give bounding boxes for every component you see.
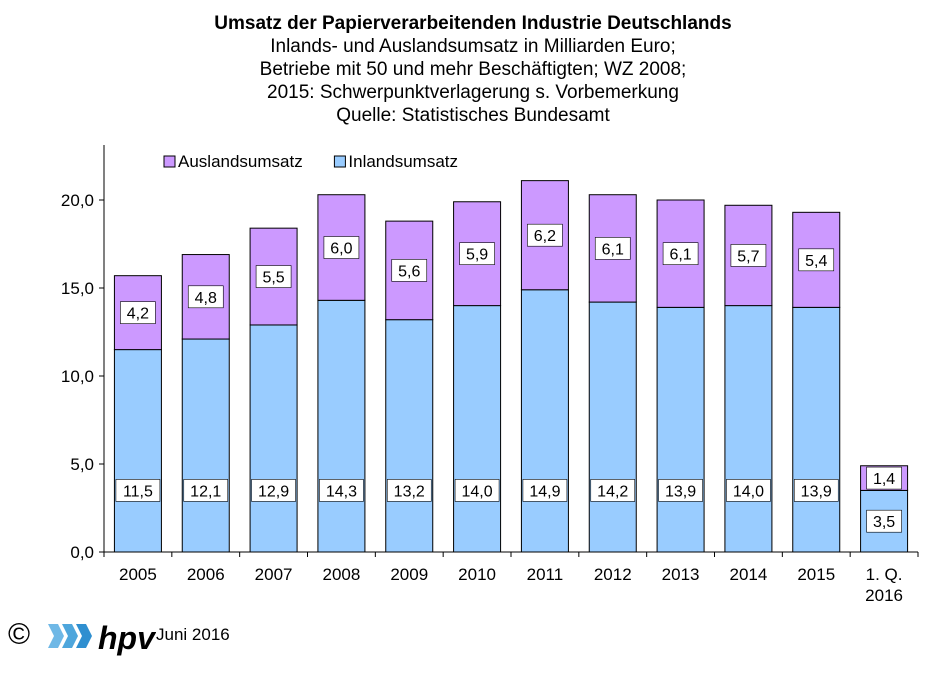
x-tick-label: 2014 (730, 565, 768, 584)
x-tick-label: 2010 (458, 565, 496, 584)
data-label-ausland: 5,9 (466, 247, 488, 264)
y-tick-label: 20,0 (61, 191, 94, 210)
bar-inland-2010 (453, 305, 502, 553)
y-tick-label: 0,0 (70, 543, 94, 562)
x-tick-label: 2007 (255, 565, 293, 584)
hpv-logo: hpv (48, 620, 156, 656)
y-tick-label: 5,0 (70, 455, 94, 474)
data-label-ausland: 5,7 (737, 248, 759, 265)
data-label-ausland: 5,4 (805, 253, 827, 270)
data-label-ausland: 5,5 (262, 270, 284, 287)
data-label-inland: 14,3 (326, 483, 357, 500)
data-label-inland-box (454, 479, 500, 502)
legend-label-auslandsumsatz: Auslandsumsatz (178, 152, 303, 171)
bar-inland-2008 (317, 299, 366, 553)
data-label-inland: 14,0 (733, 483, 764, 500)
data-label-ausland-box (323, 236, 360, 259)
data-label-inland-box (793, 479, 839, 502)
data-label-inland-box (251, 479, 296, 502)
x-tick-label: 2005 (119, 565, 157, 584)
data-label-inland: 3,5 (873, 514, 895, 531)
data-label-ausland: 5,6 (398, 263, 420, 280)
data-label-inland-box (522, 479, 568, 502)
chart-subtitle-line-4: Quelle: Statistisches Bundesamt (336, 105, 610, 126)
data-label-ausland: 4,2 (127, 306, 149, 323)
data-label-inland: 14,2 (597, 483, 628, 500)
x-tick-label: 2008 (323, 565, 361, 584)
x-tick-label: 2006 (187, 565, 225, 584)
footer-date: Juni 2016 (156, 625, 230, 644)
x-tick-label: 2013 (662, 565, 700, 584)
y-tick-label: 10,0 (61, 367, 94, 386)
hpv-logo-text: hpv (98, 620, 156, 656)
bar-inland-2009 (385, 319, 434, 553)
data-label-ausland-box (662, 242, 699, 265)
data-label-ausland: 1,4 (873, 471, 895, 488)
chart-title: Umsatz der Papierverarbeitenden Industri… (214, 13, 732, 34)
data-label-ausland-box (187, 285, 224, 309)
data-label-ausland-box (798, 248, 835, 272)
chart-subtitle-line-3: 2015: Schwerpunktverlagerung s. Vorbemer… (267, 82, 679, 103)
x-tick-label: 2015 (797, 565, 835, 584)
data-label-inland-box (319, 479, 364, 502)
data-label-ausland: 6,1 (669, 247, 691, 264)
legend-label-inlandsumsatz: Inlandsumsatz (348, 152, 458, 171)
data-label-ausland: 6,1 (602, 241, 624, 258)
data-label-inland-box (115, 479, 161, 502)
bar-inland-2011 (520, 289, 569, 553)
data-label-ausland-box (120, 301, 156, 324)
chart-subtitle-line-1: Inlands- und Auslandsumsatz in Milliarde… (270, 36, 676, 57)
copyright-symbol: © (8, 618, 31, 651)
bar-inland-2007 (249, 324, 298, 553)
legend-swatch-inlandsumsatz (333, 155, 346, 168)
footer: © hpv Juni 2016 (8, 616, 308, 656)
data-label-inland: 13,2 (394, 483, 425, 500)
data-label-inland: 12,9 (258, 483, 289, 500)
bar-inland-2014 (724, 305, 773, 553)
bar-inland-2015 (792, 306, 841, 553)
bar-inland-2005 (113, 349, 162, 553)
data-label-ausland-box (391, 259, 428, 282)
bar-inland-2013 (656, 306, 705, 553)
data-label-ausland-box (527, 223, 563, 247)
data-label-inland-box (866, 509, 902, 533)
data-label-inland: 13,9 (801, 483, 832, 500)
chart-subtitle-line-2: Betriebe mit 50 und mehr Beschäftigten; … (259, 59, 687, 80)
x-tick-label: 2012 (594, 565, 632, 584)
data-label-inland-box (590, 479, 636, 502)
data-label-inland: 14,9 (529, 483, 560, 500)
data-label-inland-box (658, 479, 703, 502)
data-label-ausland-box (730, 244, 767, 267)
data-label-ausland-box (594, 237, 631, 260)
x-tick-label: 1. Q. (866, 565, 903, 584)
data-label-ausland-box (866, 466, 902, 490)
legend-swatch-auslandsumsatz (163, 155, 176, 168)
chart-titles: Umsatz der Papierverarbeitenden Industri… (0, 12, 946, 127)
data-label-inland: 13,9 (665, 483, 696, 500)
data-label-inland: 14,0 (462, 483, 493, 500)
data-label-ausland: 6,0 (330, 241, 352, 258)
data-label-ausland: 6,2 (534, 228, 556, 245)
bar-inland-2006 (181, 338, 230, 553)
data-label-inland: 11,5 (123, 483, 153, 500)
bar-inland-2012 (588, 301, 637, 553)
data-label-inland: 12,1 (190, 483, 221, 500)
data-label-inland-box (726, 479, 771, 502)
x-tick-label: 2009 (390, 565, 428, 584)
data-label-ausland-box (255, 265, 292, 288)
x-tick-label: 2011 (527, 565, 564, 584)
data-label-inland-box (386, 479, 432, 502)
data-label-ausland: 4,8 (195, 290, 217, 307)
y-tick-label: 15,0 (61, 279, 94, 298)
hpv-logo-arrows-icon (48, 624, 92, 648)
x-tick-label: 2016 (865, 586, 903, 605)
data-label-ausland-box (459, 242, 495, 265)
data-label-inland-box (183, 479, 229, 502)
